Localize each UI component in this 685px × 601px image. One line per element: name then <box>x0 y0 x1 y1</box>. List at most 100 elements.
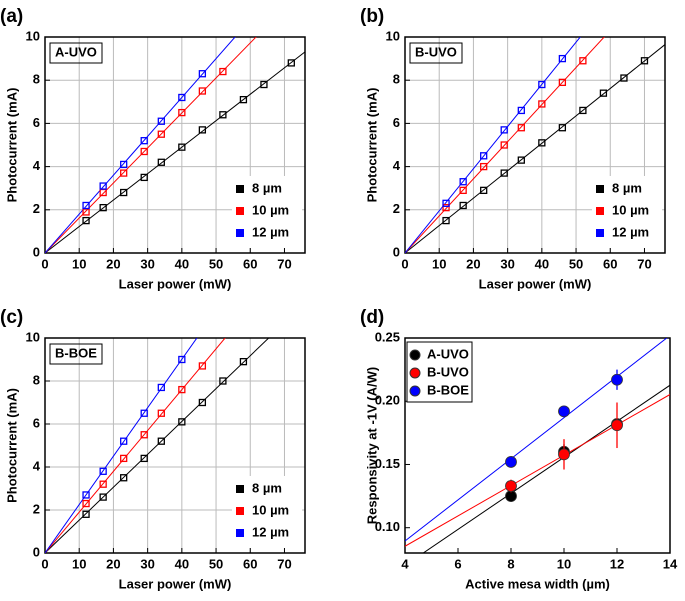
fit-line <box>45 51 305 253</box>
marker <box>140 431 148 439</box>
marker <box>480 152 488 160</box>
marker <box>82 510 90 518</box>
panel: (a) 0 10 20 30 40 50 60 70 0 2 4 6 8 10 Laser power (mW… <box>0 6 306 291</box>
marker <box>198 126 207 134</box>
marker <box>140 137 148 145</box>
marker <box>219 111 227 119</box>
marker <box>120 169 128 177</box>
marker <box>99 480 107 488</box>
y-tick-label: 8 <box>393 72 400 87</box>
x-tick-label: 40 <box>175 256 189 271</box>
legend-label: 12 µm <box>252 524 289 539</box>
legend-label: B-BOE <box>427 382 469 397</box>
marker <box>538 100 546 108</box>
legend-marker <box>236 507 244 515</box>
marker <box>239 95 248 104</box>
y-tick-label: 2 <box>33 201 40 216</box>
marker <box>538 80 546 89</box>
marker <box>198 362 207 370</box>
x-tick-label: 8 <box>507 556 514 571</box>
y-tick-label: 0.15 <box>375 456 400 471</box>
marker <box>558 78 567 87</box>
marker <box>178 93 186 102</box>
x-tick-label: 4 <box>401 556 409 571</box>
x-tick-label: 60 <box>603 256 617 271</box>
x-tick-label: 0 <box>401 256 408 271</box>
legend-marker <box>596 207 604 215</box>
y-tick-label: 4 <box>33 158 41 173</box>
marker <box>82 499 90 508</box>
y-axis-label: Photocurrent (mA) <box>364 88 379 203</box>
y-tick-label: 0.10 <box>375 519 400 534</box>
marker <box>178 355 186 364</box>
fit-line <box>422 384 670 553</box>
x-tick-label: 40 <box>535 256 549 271</box>
marker <box>517 124 525 132</box>
marker <box>219 67 227 76</box>
marker <box>120 160 128 169</box>
marker <box>99 493 107 501</box>
plot-frame <box>44 337 306 554</box>
marker <box>178 108 186 117</box>
marker <box>99 188 107 197</box>
y-tick-label: 0 <box>33 244 40 259</box>
y-tick-label: 10 <box>26 28 40 43</box>
annotation: A-UVO <box>55 44 97 59</box>
panel-label: (d) <box>360 307 384 328</box>
x-tick-label: 70 <box>277 556 291 571</box>
x-tick-label: 30 <box>500 256 514 271</box>
marker <box>99 182 107 190</box>
y-axis-label: Responsivity at -1V (A/W) <box>364 367 379 524</box>
x-tick-label: 10 <box>72 556 86 571</box>
marker <box>640 57 649 65</box>
annotation-box <box>49 42 103 64</box>
marker <box>558 405 570 418</box>
x-tick-label: 10 <box>432 256 446 271</box>
marker <box>157 158 165 166</box>
x-tick-label: 0 <box>41 256 48 271</box>
marker <box>459 201 467 210</box>
legend-label: 10 µm <box>252 502 289 517</box>
marker <box>611 373 623 386</box>
legend-label: A-UVO <box>427 346 469 361</box>
plot-frame <box>404 337 671 554</box>
x-tick-label: 20 <box>106 256 120 271</box>
marker <box>517 156 525 164</box>
legend-label: 8 µm <box>252 180 282 195</box>
x-tick-label: 20 <box>106 556 120 571</box>
legend-label: B-UVO <box>427 364 469 379</box>
marker <box>157 437 165 445</box>
marker <box>558 54 567 63</box>
plot-area <box>405 338 670 553</box>
x-tick-label: 30 <box>140 556 154 571</box>
marker <box>157 383 165 392</box>
y-tick-label: 8 <box>33 72 40 87</box>
legend-label: 8 µm <box>612 180 642 195</box>
y-tick-label: 0 <box>33 544 40 559</box>
legend-marker <box>236 485 244 493</box>
annotation-box <box>409 42 463 64</box>
x-tick-label: 70 <box>277 256 291 271</box>
marker <box>459 178 467 186</box>
legend-marker <box>236 207 244 215</box>
panel: (d) 4 6 8 10 12 14 0.10 0.15 0.20 0.25 Active mesa … <box>360 307 678 591</box>
marker <box>558 124 567 132</box>
marker <box>579 106 587 115</box>
marker <box>99 467 107 475</box>
marker <box>198 70 207 78</box>
marker <box>140 173 148 182</box>
marker <box>599 89 608 97</box>
x-tick-label: 12 <box>610 556 624 571</box>
legend-marker <box>596 185 604 193</box>
x-tick-label: 70 <box>637 256 651 271</box>
marker <box>219 377 227 385</box>
marker <box>500 169 508 177</box>
marker <box>157 130 165 138</box>
marker <box>120 188 128 197</box>
marker <box>260 80 268 89</box>
legend-marker <box>596 229 604 237</box>
legend-marker <box>236 529 244 537</box>
marker <box>82 491 90 499</box>
marker <box>538 139 546 147</box>
legend-marker <box>409 385 421 397</box>
